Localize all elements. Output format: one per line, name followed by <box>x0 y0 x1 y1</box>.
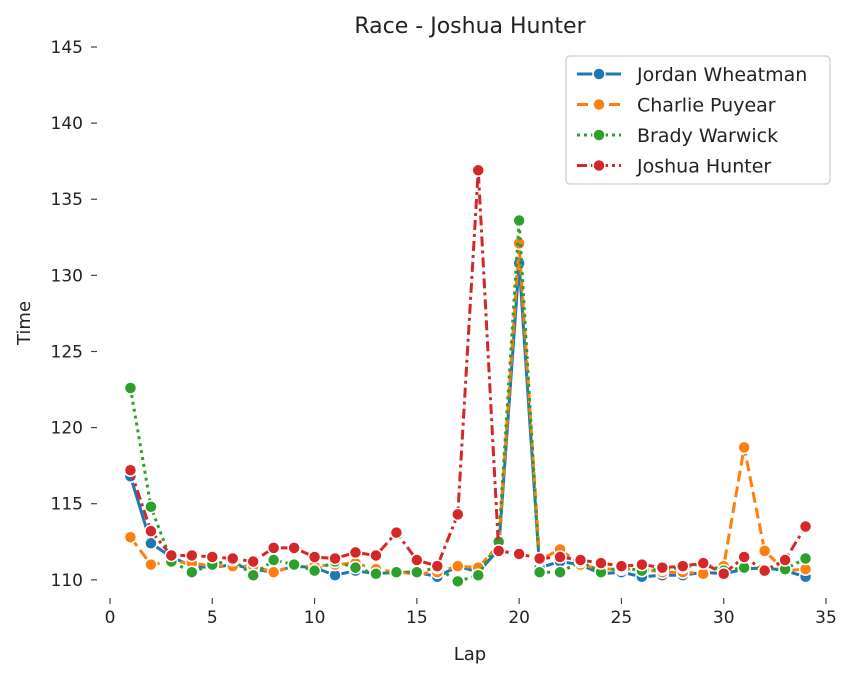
data-point <box>553 550 567 564</box>
legend: Jordan Wheatman Charlie Puyear Brady Warwi… <box>565 55 831 185</box>
data-point <box>287 557 301 572</box>
x-tick-label: 15 <box>406 608 428 628</box>
legend-frame <box>565 55 831 185</box>
data-point <box>369 566 383 581</box>
data-point <box>778 553 792 567</box>
legend-label: Jordan Wheatman <box>636 64 807 86</box>
data-point <box>716 566 731 581</box>
x-tick-label: 35 <box>815 608 837 628</box>
data-point <box>491 544 506 558</box>
x-tick-label: 0 <box>105 608 116 628</box>
data-point <box>512 547 526 561</box>
x-tick-label: 30 <box>713 608 735 628</box>
data-point <box>471 163 485 178</box>
series-line <box>128 219 807 583</box>
data-point <box>594 556 608 570</box>
data-point <box>430 559 445 573</box>
data-point <box>266 565 281 579</box>
data-point <box>307 563 322 578</box>
data-point <box>757 544 772 558</box>
series-0 <box>123 256 813 584</box>
data-point <box>635 557 649 572</box>
series-2 <box>123 213 813 589</box>
data-point <box>389 565 404 579</box>
y-tick-label: 135 <box>51 190 83 210</box>
data-point <box>737 440 751 455</box>
y-tick-label: 115 <box>51 495 83 515</box>
legend-label: Joshua Hunter <box>636 156 771 178</box>
data-point <box>348 560 363 575</box>
data-point <box>164 548 179 563</box>
data-point <box>676 559 690 573</box>
series-3 <box>123 163 813 581</box>
y-tick-label: 130 <box>51 266 83 286</box>
data-point <box>185 548 199 563</box>
series-line <box>129 241 806 576</box>
data-point <box>205 550 220 564</box>
data-point <box>532 565 547 579</box>
data-point <box>123 463 138 477</box>
legend-marker <box>592 158 606 173</box>
data-point <box>185 565 199 579</box>
data-point <box>369 548 383 563</box>
series-line <box>129 168 807 576</box>
data-point <box>144 524 158 538</box>
data-point <box>389 525 404 540</box>
data-point <box>532 551 547 566</box>
data-point <box>246 568 260 583</box>
data-point <box>287 541 301 555</box>
data-point <box>123 381 138 395</box>
data-point <box>348 545 363 560</box>
y-tick-label: 110 <box>51 571 83 591</box>
x-tick-label: 20 <box>508 608 530 628</box>
y-tick-label: 125 <box>51 342 83 362</box>
data-point <box>451 507 465 522</box>
legend-label: Charlie Puyear <box>637 95 776 117</box>
data-point <box>144 536 158 551</box>
data-point <box>471 568 485 583</box>
x-axis-label: Lap <box>454 644 486 665</box>
data-point <box>553 565 567 579</box>
data-point <box>328 551 342 566</box>
data-point <box>573 553 588 567</box>
legend-marker <box>592 97 606 112</box>
data-point <box>655 560 670 575</box>
data-point <box>144 557 158 572</box>
data-point <box>266 541 281 555</box>
y-axis-ticks: 110 115 120 125 130 135 140 145 <box>51 38 97 591</box>
x-tick-label: 5 <box>207 608 218 628</box>
data-point <box>737 550 751 564</box>
data-point <box>410 553 424 567</box>
legend-marker <box>592 67 606 81</box>
data-point <box>144 499 158 514</box>
y-tick-label: 145 <box>51 38 83 58</box>
data-point <box>246 554 260 569</box>
data-point <box>451 559 465 573</box>
series-1 <box>123 236 813 581</box>
data-point <box>410 565 424 579</box>
data-point <box>798 551 813 566</box>
data-point <box>696 556 711 570</box>
x-axis-ticks: 0 5 10 15 20 25 30 35 <box>105 598 837 628</box>
chart-title: Race - Joshua Hunter <box>354 14 586 39</box>
x-tick-label: 10 <box>304 608 326 628</box>
legend-label: Brady Warwick <box>637 125 778 147</box>
series-line <box>129 261 806 579</box>
data-point <box>225 551 240 566</box>
x-tick-label: 25 <box>611 608 633 628</box>
y-tick-label: 140 <box>51 114 83 134</box>
y-tick-label: 120 <box>51 419 83 439</box>
y-axis-label: Time <box>14 301 35 346</box>
data-point <box>757 563 772 578</box>
data-point <box>266 553 281 567</box>
data-point <box>307 550 322 564</box>
data-point <box>512 213 526 228</box>
series-lines <box>123 163 813 589</box>
data-point <box>614 559 629 573</box>
legend-marker <box>592 128 606 142</box>
data-point <box>123 530 138 544</box>
data-point <box>451 574 465 589</box>
data-point <box>798 519 813 534</box>
